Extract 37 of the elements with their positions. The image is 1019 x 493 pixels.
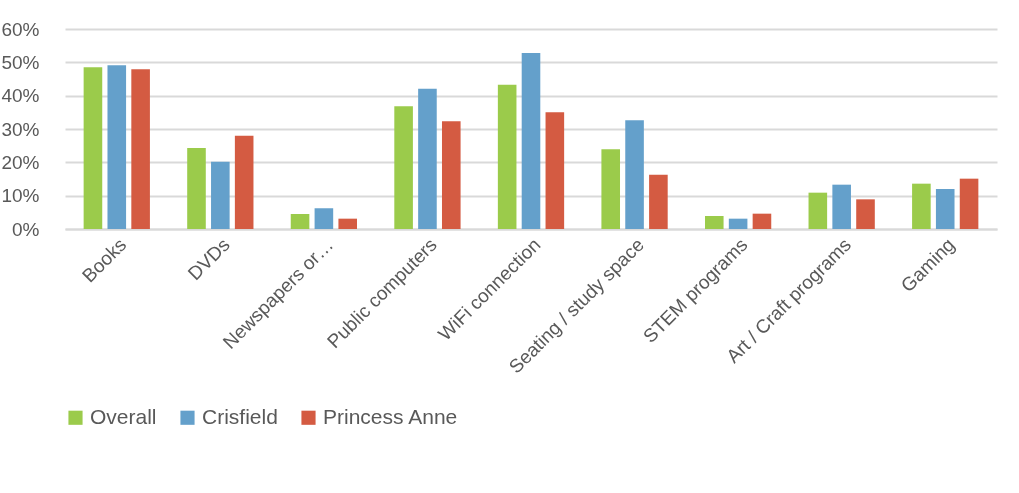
bar bbox=[752, 213, 772, 229]
bar bbox=[131, 69, 150, 229]
bar bbox=[314, 208, 334, 229]
y-tick-label: 0% bbox=[12, 218, 40, 240]
y-tick-label: 40% bbox=[1, 85, 40, 107]
bar bbox=[441, 121, 461, 229]
bar bbox=[912, 183, 931, 229]
bar bbox=[545, 112, 565, 229]
bar bbox=[625, 120, 644, 229]
bar bbox=[935, 189, 955, 229]
bar bbox=[832, 184, 851, 229]
y-tick-label: 10% bbox=[1, 185, 40, 207]
legend-label: Overall bbox=[90, 404, 157, 428]
bar bbox=[521, 53, 541, 229]
bar bbox=[107, 65, 127, 229]
y-tick-label: 60% bbox=[1, 18, 40, 40]
bar bbox=[728, 218, 748, 229]
y-tick-label: 30% bbox=[1, 118, 40, 140]
bar bbox=[83, 67, 103, 229]
bar bbox=[704, 216, 724, 229]
y-tick-label: 50% bbox=[1, 51, 40, 73]
bar bbox=[601, 149, 621, 229]
legend-label: Crisfield bbox=[202, 404, 278, 428]
bar bbox=[187, 148, 206, 229]
bar bbox=[808, 192, 828, 229]
y-tick-label: 20% bbox=[1, 151, 40, 173]
bar bbox=[338, 218, 358, 229]
bar bbox=[959, 178, 979, 229]
bar bbox=[394, 106, 413, 229]
bar bbox=[856, 199, 875, 229]
bar bbox=[418, 88, 437, 229]
bar bbox=[234, 135, 254, 229]
bar bbox=[211, 161, 230, 229]
legend-label: Princess Anne bbox=[323, 404, 458, 428]
bar bbox=[290, 214, 310, 229]
bar bbox=[497, 84, 517, 229]
bar bbox=[649, 174, 668, 229]
